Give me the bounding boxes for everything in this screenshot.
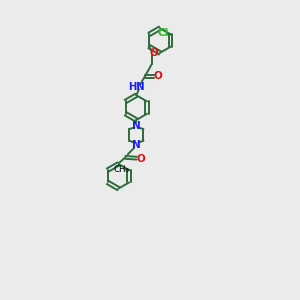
Text: O: O — [136, 154, 145, 164]
Text: O: O — [154, 71, 162, 81]
Text: N: N — [132, 121, 141, 130]
Text: CH₃: CH₃ — [113, 165, 129, 174]
Text: Cl: Cl — [158, 28, 169, 38]
Text: N: N — [132, 140, 141, 150]
Text: HN: HN — [128, 82, 145, 92]
Text: O: O — [149, 48, 158, 58]
